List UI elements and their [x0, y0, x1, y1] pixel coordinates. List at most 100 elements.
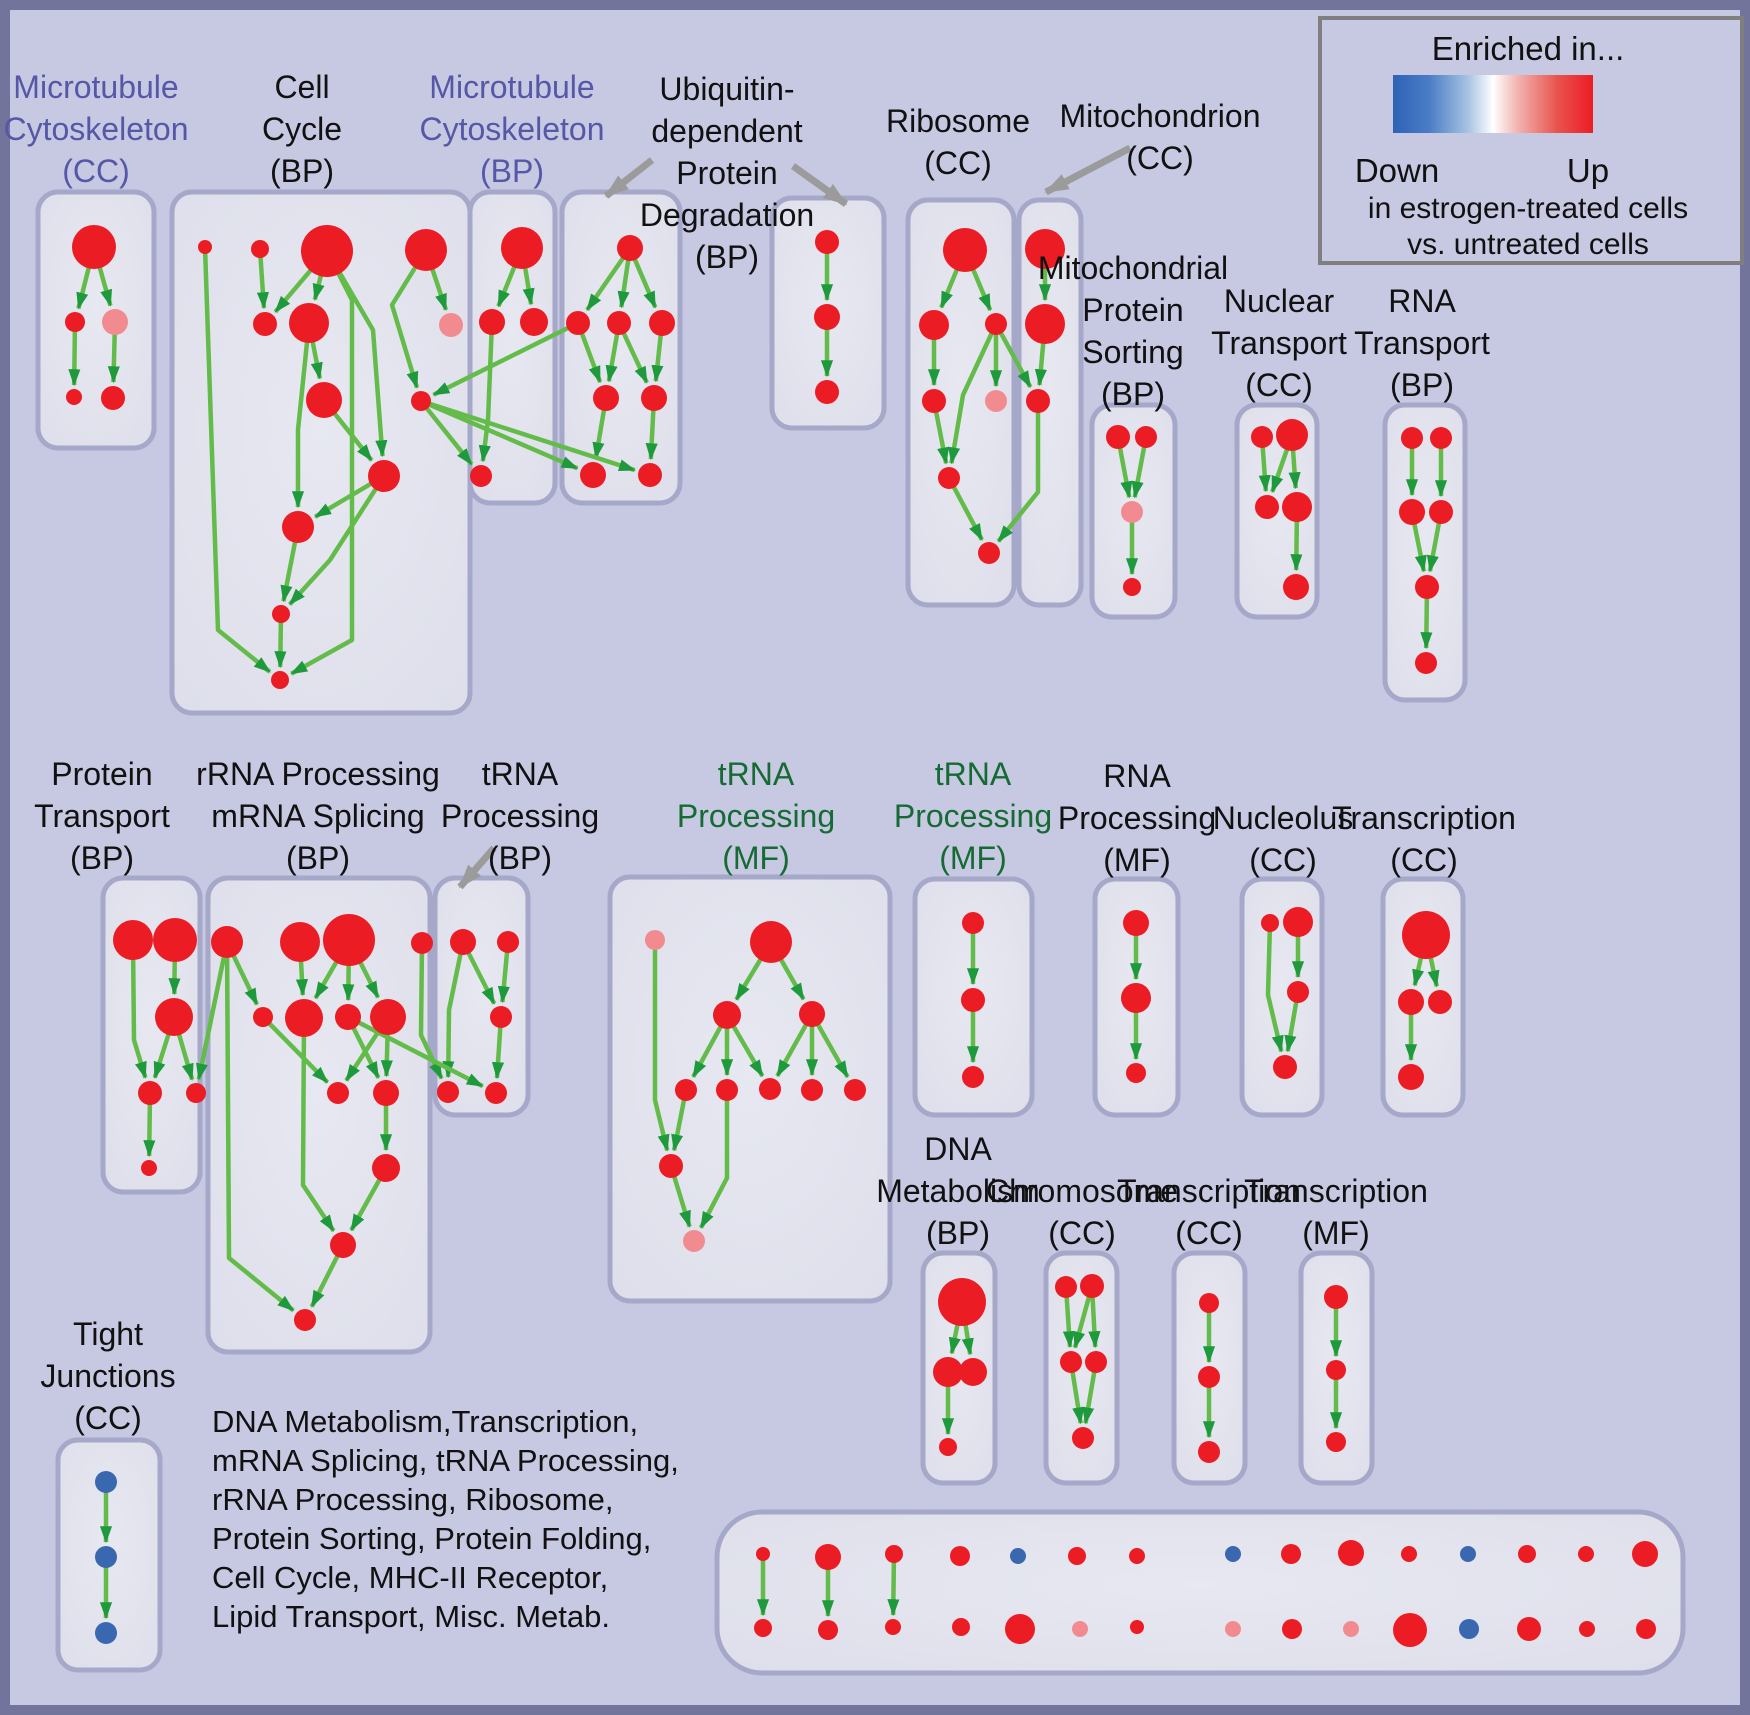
cluster-label-7: Mitochondrial Protein Sorting (BP) [1038, 250, 1228, 412]
node-rb3 [985, 313, 1007, 335]
node-p10 [1343, 1621, 1359, 1637]
edge-rb6-rb7 [947, 476, 984, 541]
node-ms2 [1135, 426, 1157, 448]
node-rt3 [1399, 499, 1425, 525]
node-rb6 [938, 467, 960, 489]
node-rt5 [1415, 575, 1439, 599]
cluster-label-3: Microtubule Cytoskeleton (BP) [420, 69, 605, 189]
node-rb1 [943, 228, 987, 272]
node-pt2 [153, 918, 197, 962]
node-r13 [294, 1309, 316, 1331]
node-y1 [1199, 1293, 1219, 1313]
node-p2 [818, 1620, 838, 1640]
edge-q1-q10 [652, 940, 670, 1152]
node-u5 [641, 385, 667, 411]
node-nt1 [1251, 426, 1273, 448]
node-t1 [1402, 911, 1450, 959]
node-nt2 [1276, 419, 1308, 451]
node-q8 [801, 1079, 823, 1101]
node-y3 [1198, 1441, 1220, 1463]
cluster-label-20: Transcription (CC) [1117, 1173, 1301, 1251]
node-p6 [1072, 1621, 1088, 1637]
node-o9 [1281, 1544, 1301, 1564]
cross-edge-r7-tb4 [346, 1014, 484, 1089]
node-p1 [754, 1619, 772, 1637]
node-q3 [713, 1001, 741, 1029]
node-dm2 [933, 1357, 963, 1387]
legend-up-label: Up [1567, 152, 1609, 189]
cluster-box-nucleolus [1239, 876, 1325, 1118]
node-x1 [1123, 910, 1149, 936]
node-ms3 [1121, 501, 1143, 523]
annotation-arrow-2 [790, 163, 849, 207]
node-u6 [580, 462, 606, 488]
cluster-label-19: Chromosome (CC) [986, 1173, 1178, 1251]
edge-o3-p3 [887, 1553, 900, 1617]
node-n3 [1287, 981, 1309, 1003]
node-ch1 [1055, 1276, 1077, 1298]
node-pt1 [113, 920, 153, 960]
node-o1 [756, 1547, 770, 1561]
cross-edge-cc_i-mb4 [419, 399, 474, 466]
node-u2 [607, 311, 631, 335]
node-p8 [1225, 1621, 1241, 1637]
node-r11 [372, 1154, 400, 1182]
edge-q6-q11 [698, 1090, 730, 1229]
node-r2 [280, 922, 320, 962]
node-cc_l [272, 605, 290, 623]
node-cc_m [271, 671, 289, 689]
node-o13 [1518, 1545, 1536, 1563]
edge-cc_f-cc_k [291, 322, 312, 509]
node-cc_k [282, 511, 314, 543]
node-cc_e [253, 312, 277, 336]
node-p12 [1459, 1619, 1479, 1639]
cluster-box-trna-processing-bp [432, 875, 531, 1118]
annotation-arrow-1 [603, 157, 655, 199]
node-x3 [1126, 1063, 1146, 1083]
node-u7 [638, 463, 662, 487]
node-rb5 [985, 390, 1007, 412]
cross-edge-cc_i-u6 [420, 398, 579, 471]
node-rt2 [1430, 427, 1452, 449]
node-o5 [1010, 1548, 1026, 1564]
node-nt5 [1283, 574, 1309, 600]
node-r9 [327, 1082, 349, 1104]
node-ch2 [1080, 1274, 1104, 1298]
node-tj2 [95, 1546, 117, 1568]
node-ch3 [1060, 1351, 1082, 1373]
node-cc_c [301, 225, 353, 277]
node-z3 [1326, 1432, 1346, 1452]
node-v2 [814, 304, 840, 330]
cluster-label-12: tRNA Processing (BP) [441, 756, 599, 876]
node-r7 [335, 1004, 361, 1030]
node-q1 [645, 930, 665, 950]
node-ch4 [1085, 1351, 1107, 1373]
node-q10 [659, 1154, 683, 1178]
edge-rb3-rb6 [948, 323, 999, 465]
node-p11 [1393, 1613, 1427, 1647]
node-p14 [1579, 1621, 1595, 1637]
node-dm1 [938, 1278, 986, 1326]
node-dm3 [959, 1358, 987, 1386]
cluster-label-11: rRNA Processing mRNA Splicing (BP) [196, 756, 440, 876]
node-p4 [952, 1618, 970, 1636]
cluster-label-16: Nucleolus (CC) [1213, 800, 1354, 878]
node-o11 [1401, 1546, 1417, 1562]
node-rb4 [922, 389, 946, 413]
node-cc_d [405, 229, 447, 271]
misc-categories-text: DNA Metabolism,Transcription, mRNA Splici… [212, 1404, 679, 1634]
node-o6 [1068, 1547, 1086, 1565]
cluster-label-14: tRNA Processing (MF) [894, 756, 1052, 876]
edge-n1-n4 [1265, 922, 1284, 1053]
node-o7 [1129, 1548, 1145, 1564]
legend-subtitle-2: vs. untreated cells [1407, 228, 1649, 261]
node-o2 [815, 1544, 841, 1570]
node-p3 [885, 1619, 901, 1635]
node-z2 [1326, 1360, 1346, 1380]
node-mc3 [102, 309, 128, 335]
cluster-label-8: Nuclear Transport (CC) [1211, 283, 1347, 403]
node-o14 [1578, 1546, 1594, 1562]
node-n4 [1273, 1055, 1297, 1079]
